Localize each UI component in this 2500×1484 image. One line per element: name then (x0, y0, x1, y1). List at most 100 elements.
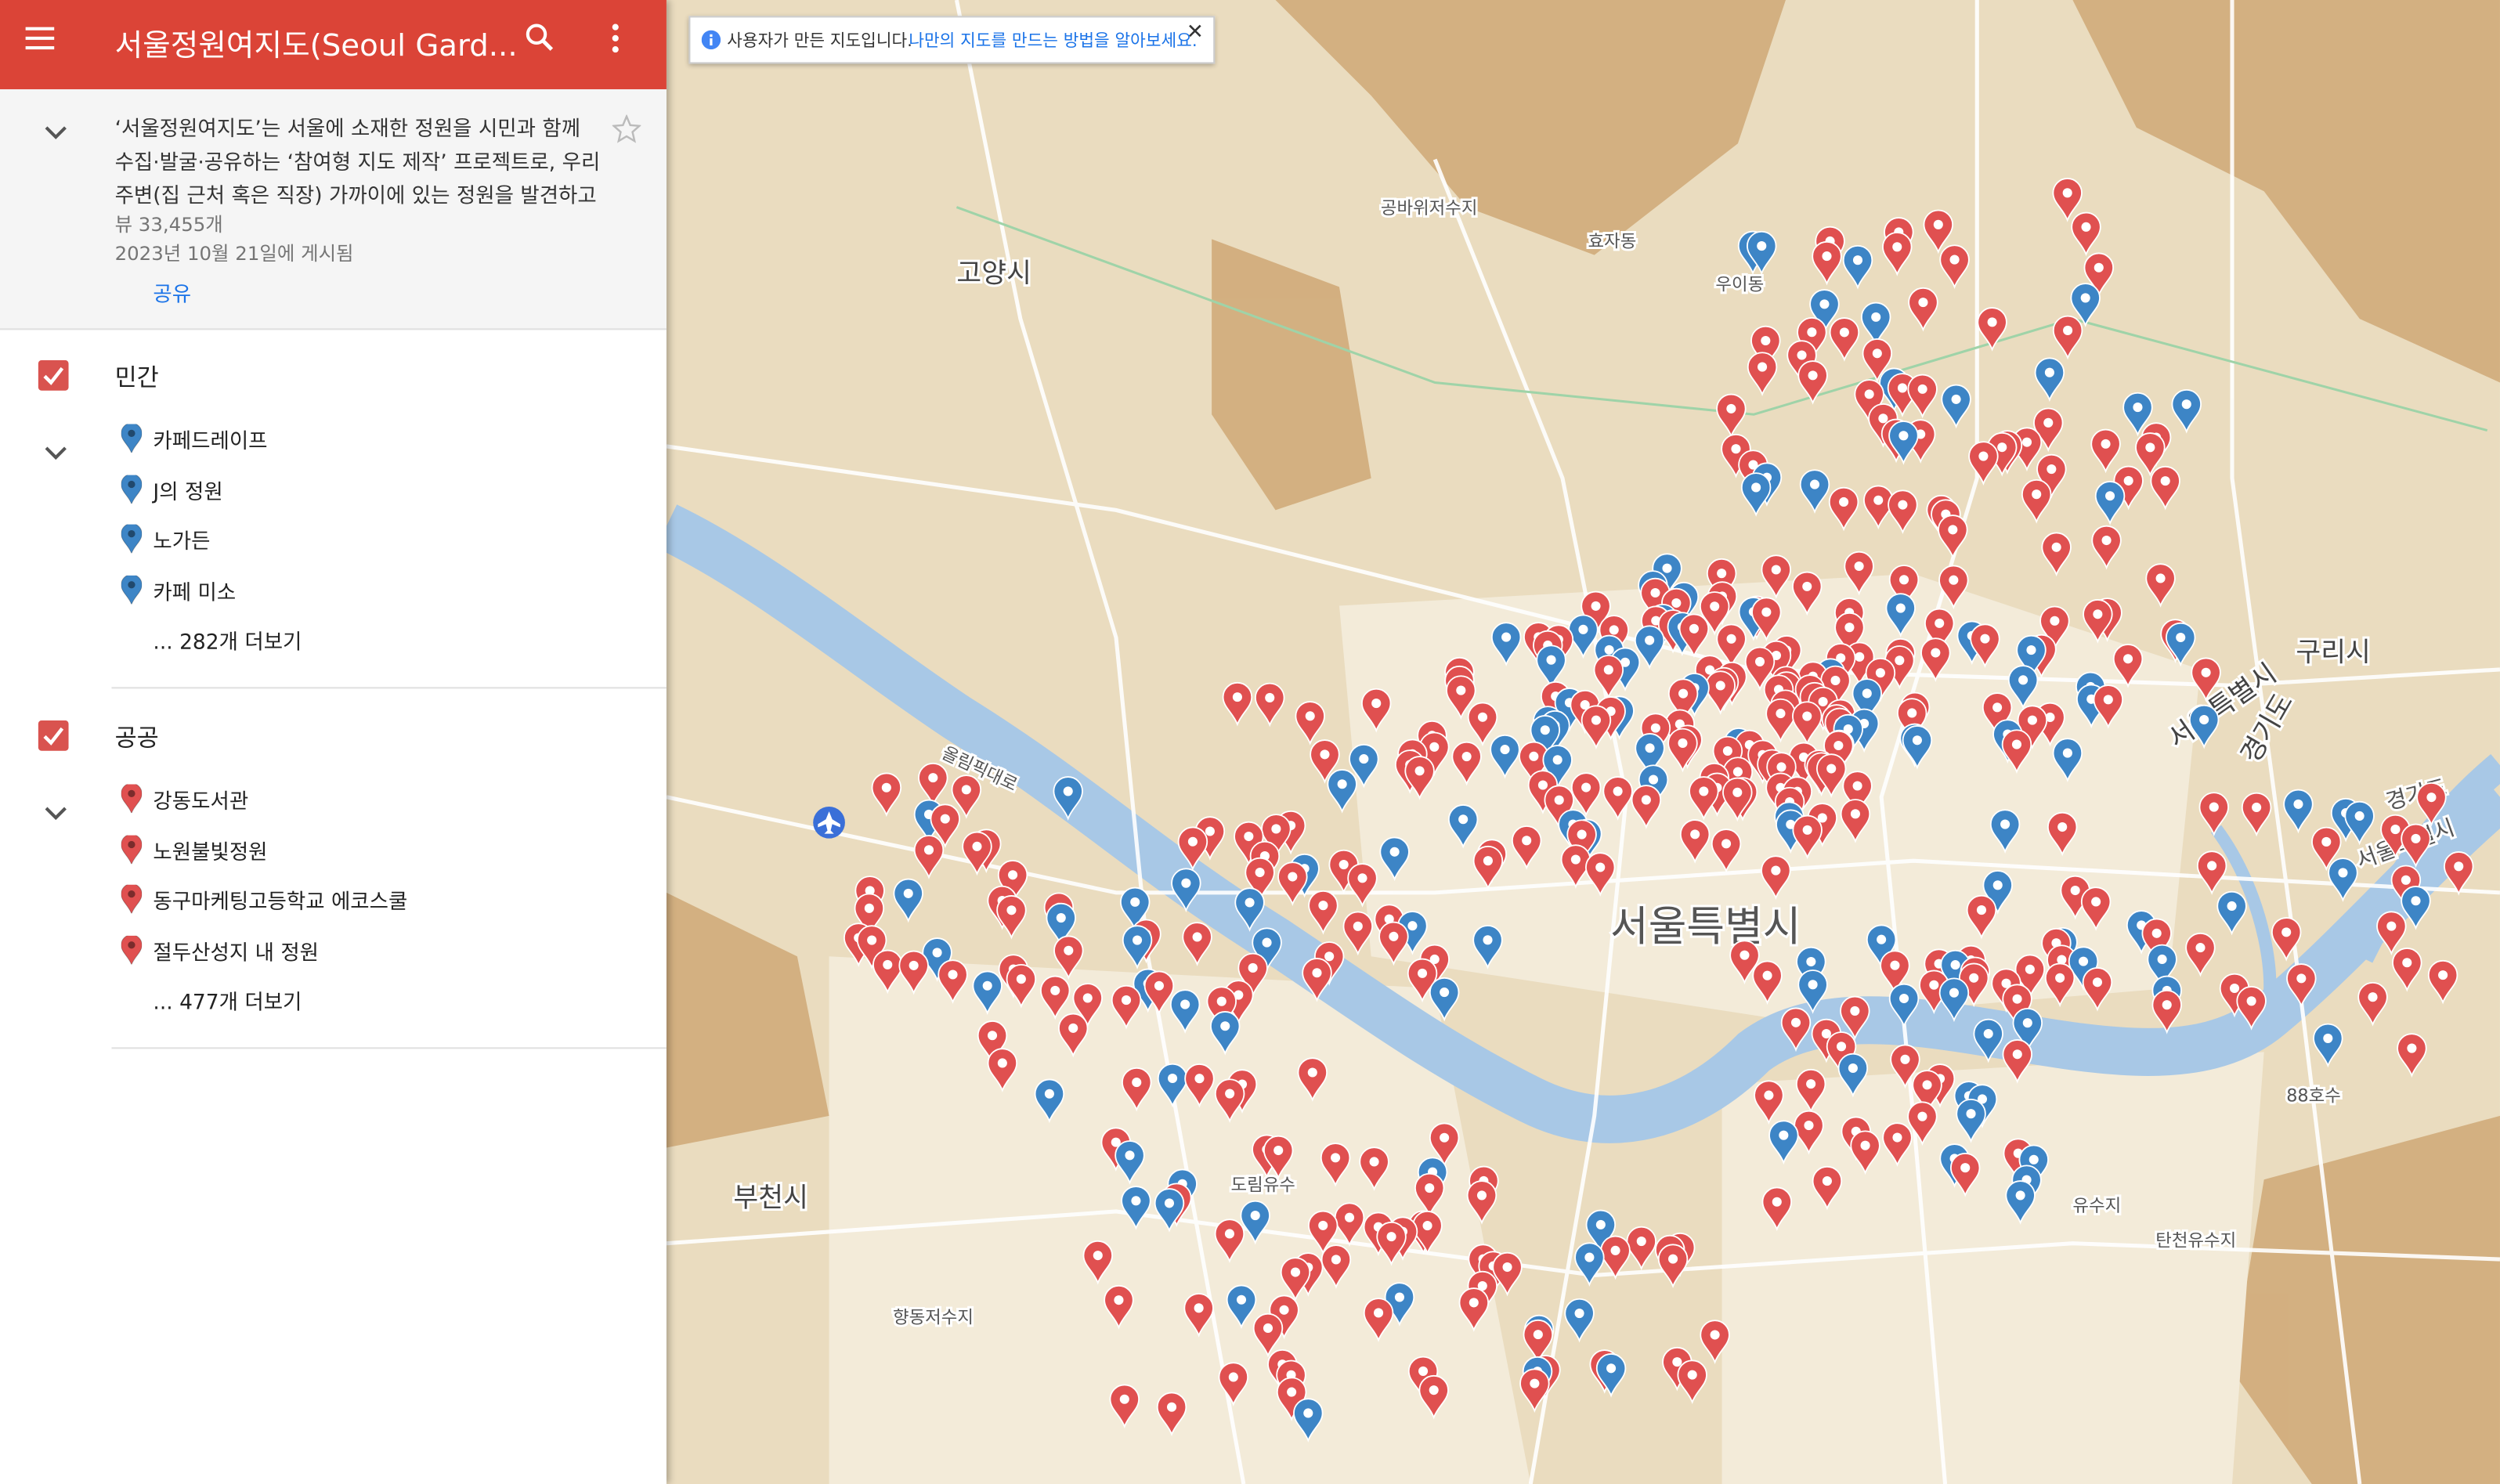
map-pin[interactable] (2039, 605, 2070, 651)
map-pin[interactable] (1834, 612, 1865, 657)
map-pin[interactable] (2416, 782, 2447, 827)
map-pin[interactable] (1792, 701, 1823, 746)
map-pin[interactable] (1519, 1368, 1550, 1414)
more-link[interactable]: ... 282개 더보기 (153, 631, 302, 655)
map-pin[interactable] (2236, 986, 2267, 1031)
map-pin[interactable] (1226, 1284, 1257, 1330)
map-pin[interactable] (1837, 1053, 1869, 1098)
search-button[interactable] (525, 22, 557, 54)
map-pin[interactable] (2034, 357, 2065, 403)
map-pin[interactable] (1363, 1298, 1394, 1342)
layer-item[interactable]: 카페드레이프 (153, 430, 268, 455)
map-pin[interactable] (1511, 825, 1542, 870)
close-button[interactable]: ✕ (1186, 20, 1204, 45)
map-pin[interactable] (1602, 776, 1633, 821)
map-pin[interactable] (1169, 989, 1201, 1034)
map-pin[interactable] (1527, 770, 1559, 814)
map-pin[interactable] (1679, 819, 1711, 864)
map-pin[interactable] (1768, 1120, 1799, 1165)
map-pin[interactable] (2185, 932, 2216, 977)
map-pin[interactable] (930, 803, 961, 849)
map-pin[interactable] (1700, 1320, 1730, 1364)
map-pin[interactable] (1240, 1200, 1270, 1245)
map-pin[interactable] (1177, 826, 1208, 872)
map-pin[interactable] (1404, 756, 1435, 800)
map-pin[interactable] (1209, 1011, 1241, 1056)
map-pin[interactable] (872, 949, 903, 995)
map-pin[interactable] (1006, 964, 1037, 1009)
map-pin[interactable] (1866, 924, 1897, 969)
map-pin[interactable] (1844, 551, 1874, 596)
map-pin[interactable] (1293, 1398, 1324, 1442)
map-pin[interactable] (2044, 962, 2076, 1008)
layer-item[interactable]: 절두산성지 내 정원 (153, 941, 320, 966)
map-pin[interactable] (2216, 890, 2247, 936)
map-pin[interactable] (898, 950, 929, 995)
map-pin[interactable] (1754, 1080, 1784, 1125)
map-pin[interactable] (1384, 1282, 1415, 1327)
map-pin[interactable] (2196, 850, 2227, 895)
map-pin[interactable] (2397, 1033, 2427, 1078)
map-pin[interactable] (1111, 984, 1142, 1030)
map-pin[interactable] (1677, 1359, 1707, 1405)
map-pin[interactable] (1566, 819, 1597, 864)
map-pin[interactable] (2002, 1039, 2033, 1084)
map-pin[interactable] (2082, 967, 2113, 1012)
layer-item[interactable]: 강동도서관 (153, 790, 249, 815)
map-pin[interactable] (1970, 623, 2000, 669)
map-pin[interactable] (1840, 995, 1870, 1041)
map-pin[interactable] (1747, 352, 1778, 396)
map-pin[interactable] (918, 762, 948, 807)
map-pin[interactable] (1797, 360, 1828, 405)
map-pin[interactable] (1277, 861, 1308, 906)
map-pin[interactable] (1854, 379, 1884, 424)
layer-item[interactable]: 카페 미소 (153, 580, 237, 605)
more-link[interactable]: ... 477개 더보기 (153, 991, 302, 1016)
map-pin[interactable] (1761, 855, 1791, 900)
map-pin[interactable] (1280, 1257, 1311, 1302)
map-pin[interactable] (1593, 655, 1624, 699)
map-pin[interactable] (1302, 958, 1332, 1002)
map-pin[interactable] (1977, 307, 2007, 352)
map-pin[interactable] (2401, 823, 2431, 868)
map-pin[interactable] (1657, 1244, 1689, 1289)
map-pin[interactable] (1218, 1362, 1249, 1406)
more-button[interactable] (609, 22, 622, 54)
map-pin[interactable] (1706, 558, 1737, 603)
map-pin[interactable] (1752, 960, 1783, 1006)
layer-item[interactable]: 동구마케팅고등학교 에코스쿨 (153, 890, 408, 915)
map-pin[interactable] (2052, 178, 2083, 222)
map-pin[interactable] (2021, 479, 2052, 524)
map-pin[interactable] (1342, 911, 1374, 956)
map-pin[interactable] (1888, 565, 1920, 609)
map-pin[interactable] (1938, 515, 1968, 559)
map-pin[interactable] (1414, 1172, 1445, 1218)
map-pin[interactable] (1347, 863, 1378, 908)
map-pin[interactable] (1378, 921, 1409, 966)
map-pin[interactable] (1809, 289, 1840, 334)
map-pin[interactable] (2286, 963, 2317, 1008)
map-pin[interactable] (2012, 1008, 2043, 1053)
map-pin[interactable] (1115, 1140, 1145, 1185)
map-pin[interactable] (1797, 969, 1828, 1014)
notice-link[interactable]: 나만의 지도를 만드는 방법을 알아보세요. (909, 31, 1198, 52)
map-pin[interactable] (1750, 325, 1781, 370)
map-pin[interactable] (1634, 625, 1665, 670)
map-pin[interactable] (1467, 702, 1498, 747)
map-pin[interactable] (1850, 1130, 1880, 1175)
map-pin[interactable] (1536, 645, 1566, 690)
map-pin[interactable] (1792, 571, 1823, 616)
map-pin[interactable] (951, 774, 982, 819)
map-pin[interactable] (1581, 705, 1612, 750)
map-pin[interactable] (1862, 338, 1893, 383)
map-pin[interactable] (1667, 728, 1698, 773)
map-pin[interactable] (1989, 809, 2021, 854)
map-pin[interactable] (1882, 232, 1913, 276)
map-pin[interactable] (2080, 886, 2112, 931)
map-pin[interactable] (1472, 846, 1504, 890)
map-pin[interactable] (1890, 1044, 1920, 1089)
map-pin[interactable] (1490, 622, 1522, 667)
map-pin[interactable] (1574, 1242, 1605, 1287)
map-pin[interactable] (1885, 593, 1916, 637)
map-pin[interactable] (1923, 209, 1954, 255)
